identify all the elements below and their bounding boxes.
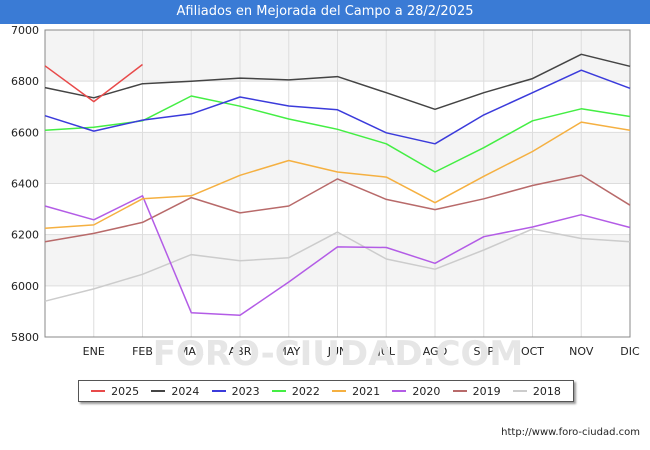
y-tick-label: 6200: [11, 229, 39, 242]
legend-item-2022: 2022: [271, 384, 320, 398]
legend-label: 2024: [171, 384, 200, 398]
watermark: FORO-CIUDAD.COM: [153, 334, 524, 374]
y-tick-label: 6000: [11, 280, 39, 293]
legend-swatch: [151, 390, 166, 392]
y-axis-labels: 5800 6000 6200 6400 6600 6800 7000: [11, 24, 39, 344]
x-tick-label: DIC: [620, 345, 640, 358]
series-line-2025: [44, 63, 143, 103]
legend-label: 2020: [412, 384, 441, 398]
series-line-2019: [44, 174, 631, 243]
y-tick-label: 6600: [11, 126, 39, 139]
series-line-2020: [44, 195, 631, 317]
legend-swatch: [91, 390, 106, 392]
legend-item-2025: 2025: [91, 385, 139, 398]
legend-item-2018: 2018: [512, 384, 561, 398]
legend-swatch: [332, 390, 347, 392]
y-tick-label: 5800: [11, 331, 39, 344]
x-tick-label: ABR: [229, 345, 252, 358]
x-tick-label: JUN: [327, 345, 348, 358]
legend-label: 2018: [532, 384, 561, 398]
legend-swatch: [271, 390, 286, 392]
series-lines: [44, 53, 631, 317]
legend-item-2020: 2020: [392, 385, 440, 398]
x-tick-label: FEB: [132, 345, 153, 358]
line-chart: 5800 6000 6200 6400 6600 6800 7000 ENE FEB MAR AB…: [11, 24, 640, 374]
legend-label: 2022: [291, 384, 320, 398]
footer-url: http://www.foro-ciudad.com: [501, 427, 640, 438]
legend-item-2023: 2023: [211, 384, 260, 398]
legend-item-2024: 2024: [151, 385, 199, 398]
legend-swatch: [392, 390, 407, 392]
y-tick-label: 6800: [11, 75, 39, 88]
series-line-2024: [44, 53, 631, 111]
legend-label: 2023: [231, 384, 260, 398]
legend-swatch: [512, 390, 527, 392]
y-tick-label: 7000: [11, 24, 39, 37]
legend-swatch: [211, 390, 226, 392]
legend-item-2021: 2021: [332, 385, 380, 398]
x-tick-label: NOV: [569, 345, 594, 358]
series-line-2021: [44, 121, 631, 230]
legend-item-2019: 2019: [452, 384, 501, 398]
legend-label: 2025: [111, 384, 140, 398]
x-tick-label: AGO: [423, 345, 448, 358]
legend-swatch: [452, 390, 467, 392]
series-line-2023: [44, 69, 631, 145]
legend-label: 2019: [472, 384, 501, 398]
x-tick-label: MAR: [179, 345, 204, 358]
x-tick-label: ENE: [83, 345, 105, 358]
series-line-2018: [44, 228, 631, 302]
x-tick-label: MAY: [277, 345, 300, 358]
x-axis-labels: ENE FEB MAR ABR MAY JUN JUL AGO SEP OCT NOV DIC: [83, 345, 640, 358]
plot-frame: [44, 29, 631, 338]
y-tick-label: 6400: [11, 178, 39, 191]
x-tick-label: JUL: [377, 345, 396, 358]
x-tick-label: OCT: [521, 345, 544, 358]
x-tick-label: SEP: [473, 345, 494, 358]
legend-label: 2021: [352, 384, 381, 398]
legend: 2025 2024 2023 2022 2021 2020 2019 2018: [78, 380, 574, 402]
chart-title: Afiliados en Mejorada del Campo a 28/2/2…: [0, 0, 650, 24]
